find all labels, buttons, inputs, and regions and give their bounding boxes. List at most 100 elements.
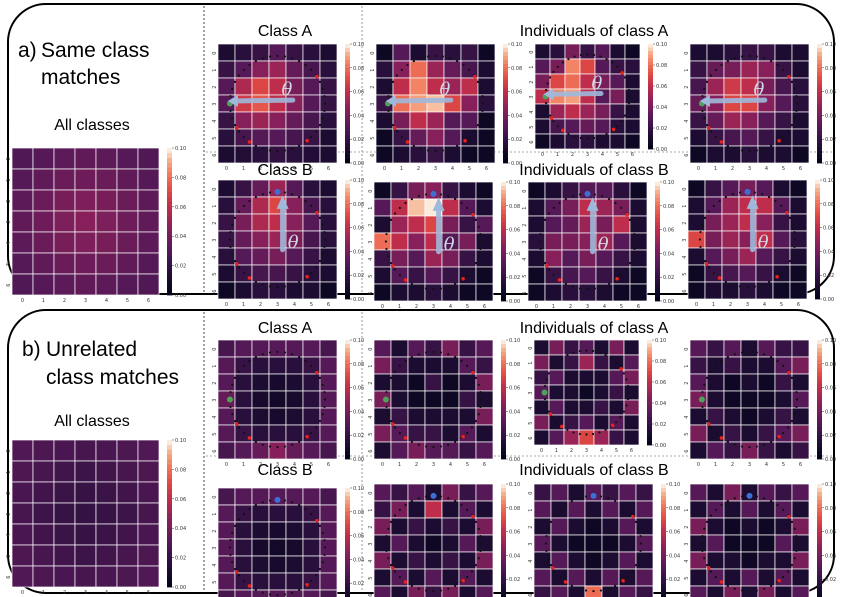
heatmap-cell [53,210,76,233]
panel-b-individuals-b-label: Individuals of class B [519,462,668,479]
heatmap-cell [723,568,742,587]
red-marker [234,126,239,130]
heatmap-cell [550,483,569,502]
colorbar-segment [345,155,350,160]
heatmap-cell [544,181,563,200]
ring-dot [314,574,318,577]
ring-dot [387,225,390,228]
colorbar-segment [345,95,350,100]
heatmap-cell [689,517,708,536]
y-tick-label: 3 [522,241,528,244]
y-tick-label: 4 [212,120,218,123]
heatmap-cell [11,439,34,462]
colorbar-segment [167,250,172,257]
heatmap-cell [544,283,563,302]
colorbar-segment [167,493,172,500]
ring-dot [323,553,326,557]
colorbar-segment [817,427,822,432]
y-tick-label: 0 [528,347,534,350]
heatmap-cell [544,232,563,251]
red-marker [461,578,465,583]
heatmap-cell [533,399,550,416]
heatmap-cell [561,249,580,268]
ring-dot [624,268,628,271]
ring-dot [578,287,582,290]
heatmap-cell [567,551,586,570]
colorbar-segment [503,159,508,164]
ring-dot [481,94,484,98]
ring-dot [572,431,575,434]
y-tick-label: 1 [370,69,376,72]
heatmap-cell [458,517,477,536]
ring-dot [584,589,588,592]
heatmap-cell [624,118,641,135]
colorbar-segment [167,152,172,159]
heatmap-cell [319,179,338,198]
colorbar-segment [647,410,652,414]
x-tick-label: 6 [327,302,330,308]
colorbar-segment [503,51,508,57]
heatmap-cell [234,145,253,164]
heatmap-cell [706,145,725,164]
colorbar-segment [345,363,350,369]
x-tick-label: 5 [310,302,313,308]
heatmap-cell [302,213,321,232]
ring-dot [733,147,736,150]
colorbar-segment [167,270,172,276]
colorbar-segment [501,395,506,400]
heatmap-cell [251,373,270,392]
panel-a-label: a) [18,39,37,62]
y-tick-label: 1 [684,69,690,72]
ring-dot [454,584,457,588]
heatmap-cell [689,77,708,96]
y-tick-label: 0 [212,496,218,499]
heatmap-cell [268,281,287,300]
colorbar-segment [817,367,822,373]
colorbar-segment [647,375,652,379]
ring-dot [714,68,717,71]
ring-dot [599,495,603,498]
heatmap-cell [612,249,631,268]
colorbar-tick-label: 0.02 [825,137,836,143]
heatmap-cell [375,77,394,96]
heatmap-cell [53,439,76,462]
x-tick-label: 3 [748,462,751,468]
colorbar-segment [501,197,506,203]
heatmap-cell [595,181,614,200]
heatmap-cell [234,373,253,392]
heatmap-cell [527,198,546,217]
heatmap-cell [567,517,586,536]
ring-dot [479,534,482,538]
heatmap-cell [548,429,565,446]
colorbar-segment [345,207,350,213]
ring-dot [248,63,251,67]
heatmap-cell [319,339,338,358]
colorbar-segment [817,439,822,444]
colorbar-segment [648,100,653,104]
blue-marker [744,188,751,195]
colorbar-segment [345,295,350,300]
ring-dot [229,230,232,234]
ring-dot [410,282,413,286]
heatmap-cell [11,189,34,212]
colorbar-segment [345,127,350,132]
heatmap-cell [689,441,708,460]
heatmap-cell [268,43,287,62]
heatmap-cell [548,369,565,386]
y-tick-label: 6 [6,284,12,287]
heatmap-cell [234,538,253,557]
heatmap-cell [689,424,708,443]
colorbar-segment [661,491,666,497]
ring-dot [447,195,450,198]
ring-dot [233,376,237,379]
heatmap-cell [687,213,706,232]
heatmap-cell [116,460,139,483]
colorbar-segment [345,123,350,128]
ring-dot [733,353,736,356]
heatmap-cell [601,534,620,553]
heatmap-cell [533,414,550,431]
heatmap-cell [302,441,321,460]
colorbar-segment [345,135,350,140]
ring-dot [389,262,393,265]
ring-dot [607,587,610,590]
